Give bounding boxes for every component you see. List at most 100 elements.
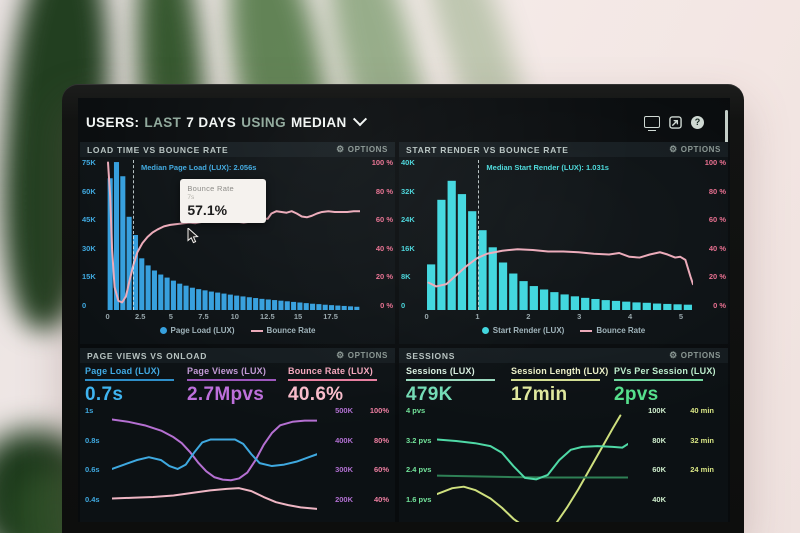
histogram-bar <box>202 290 208 310</box>
histogram-bar <box>663 303 672 310</box>
axis-label: 80 % <box>708 186 726 196</box>
options-button[interactable]: ⚙ OPTIONS <box>336 350 388 361</box>
y-axis-right: 100 % 80 % 60 % 40 % 20 % 0 % <box>693 158 728 310</box>
metric-value: 40.6% <box>288 384 344 405</box>
monitor-icon[interactable] <box>644 116 660 131</box>
axis-label: 1s <box>85 406 94 415</box>
metric-rule <box>288 379 377 381</box>
axis-label: 60K <box>652 465 666 474</box>
histogram-bar <box>145 265 151 310</box>
users-label: USERS: <box>86 114 140 130</box>
options-button[interactable]: ⚙ OPTIONS <box>669 144 721 155</box>
axis-label: 60K <box>82 186 96 196</box>
gear-icon: ⚙ <box>336 350 345 360</box>
panel-title: START RENDER VS BOUNCE RATE <box>406 144 569 155</box>
metric-pvs-per-session: PVs Per Session (LUX) 2pvs <box>614 366 716 406</box>
axis-label: 32 min <box>690 435 714 445</box>
help-icon[interactable]: ? <box>691 115 704 129</box>
tooltip-title: Bounce Rate <box>187 184 235 194</box>
axis-label: 0 % <box>380 300 393 310</box>
axis-label: 400K <box>335 435 353 445</box>
histogram-bar <box>529 286 538 310</box>
axis-label: 0.8s <box>85 435 100 445</box>
metric-label: PVs Per Session (LUX) <box>614 366 716 376</box>
x-tick: 0 <box>105 312 110 321</box>
axis-label: 0.4s <box>85 494 100 504</box>
cursor-icon <box>187 227 199 244</box>
header-icons: ? <box>644 115 704 131</box>
histogram-bar <box>322 304 328 310</box>
legend-label: Page Load (LUX) <box>170 326 235 335</box>
axis-label: 100 % <box>371 158 393 167</box>
histogram-bar <box>303 303 309 310</box>
metric-value: 17min <box>511 384 568 405</box>
histogram-bar <box>683 304 692 310</box>
histogram-bar <box>316 304 322 310</box>
histogram-bar <box>447 180 456 310</box>
range-label: LAST <box>144 114 182 130</box>
chart-area: 40K 32K 24K 16K 8K 0 Median Start Render (LUX… <box>399 158 728 310</box>
x-tick: 5 <box>168 312 173 321</box>
axis-label: 1.6 pvs <box>406 494 432 504</box>
legend-item: Bounce Rate <box>250 326 315 335</box>
histogram-bar <box>570 296 580 310</box>
axis-label: 40 % <box>708 243 726 253</box>
histogram-bar <box>284 301 290 310</box>
x-axis: 0 2.5 5 7.5 10 12.5 15 17.5 <box>105 312 360 322</box>
axis-label: 300K <box>335 465 353 474</box>
axis-label: 0.6s <box>85 465 100 474</box>
panel-start-render: START RENDER VS BOUNCE RATE ⚙ OPTIONS 40K… <box>399 142 728 344</box>
bounce-rate-line <box>429 249 693 286</box>
series-line <box>437 416 620 522</box>
metric-rule <box>614 379 703 381</box>
metric-label: Session Length (LUX) <box>511 366 609 376</box>
axis-label: 60 % <box>375 215 393 225</box>
axis-label: 40K <box>652 494 666 504</box>
y-axis-left: 75K 60K 45K 30K 15K 0 <box>80 158 107 310</box>
metric-label: Page Views (LUX) <box>187 366 267 376</box>
panel-load-time: LOAD TIME VS BOUNCE RATE ⚙ OPTIONS 75K 60K… <box>80 142 395 344</box>
histogram-bar <box>347 306 354 310</box>
panel-page-views: PAGE VIEWS VS ONLOAD ⚙ OPTIONS Page Load … <box>80 348 395 522</box>
histogram-bar <box>196 289 202 310</box>
page-title: USERS: LAST 7 DAYS USING MEDIAN <box>86 111 370 130</box>
metric-value: 0.7s <box>85 384 124 405</box>
median-dropdown[interactable]: MEDIAN <box>290 114 347 130</box>
histogram-bar <box>246 297 252 310</box>
days-label: 7 DAYS <box>186 114 237 130</box>
chevron-down-icon[interactable] <box>352 111 367 126</box>
histogram-bar <box>498 262 508 310</box>
median-dashed-line <box>478 160 480 310</box>
options-button[interactable]: ⚙ OPTIONS <box>336 144 388 155</box>
metric-page-views: Page Views (LUX) 2.7Mpvs <box>187 366 287 406</box>
series-line <box>112 440 317 469</box>
tooltip: Bounce Rate 7s 57.1% <box>180 179 267 224</box>
histogram-bar <box>632 302 641 310</box>
histogram-bar <box>278 300 284 310</box>
chart-legend: Page Load (LUX) Bounce Rate <box>80 326 395 335</box>
histogram-bar <box>297 302 303 310</box>
histogram-bar <box>215 292 221 310</box>
axis-label: 20 % <box>708 272 726 282</box>
share-icon[interactable] <box>669 115 682 129</box>
metric-sessions: Sessions (LUX) 479K <box>406 366 506 406</box>
options-button[interactable]: ⚙ OPTIONS <box>669 350 721 361</box>
axis-label: 75K <box>82 158 96 167</box>
gear-icon: ⚙ <box>669 350 678 360</box>
median-annotation: Median Start Render (LUX): 1.031s <box>486 163 609 172</box>
histogram-bar <box>259 298 265 310</box>
median-dashed-line <box>133 160 134 310</box>
axis-label: 80K <box>652 435 666 445</box>
histogram-bar <box>272 300 278 310</box>
axis-label: 0 % <box>713 300 726 310</box>
legend-marker <box>250 329 263 332</box>
histogram-bar <box>509 273 518 310</box>
axis-label: 500K <box>335 406 353 415</box>
legend-item: Bounce Rate <box>580 326 645 335</box>
histogram-bar <box>329 305 335 310</box>
y-axis-left: 40K 32K 24K 16K 8K 0 <box>399 158 426 310</box>
histogram-bar <box>151 270 157 310</box>
gear-icon: ⚙ <box>336 144 345 154</box>
axis-label: 40 % <box>375 243 393 253</box>
